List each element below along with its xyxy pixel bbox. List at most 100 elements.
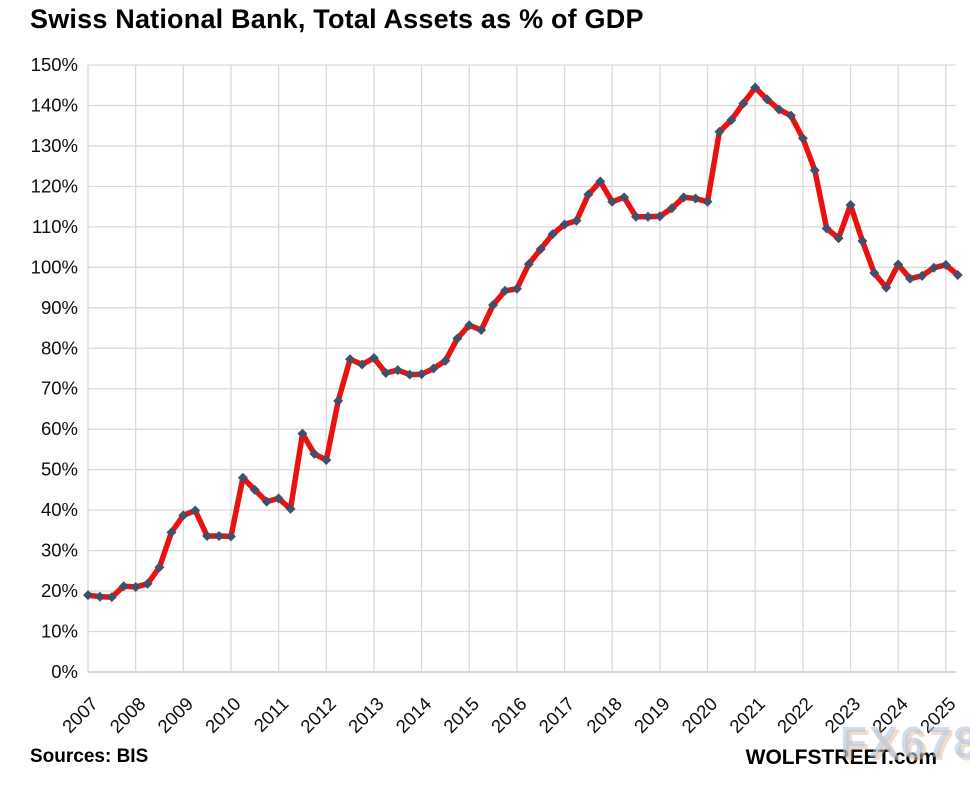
data-point-marker <box>225 531 236 542</box>
chart-title: Swiss National Bank, Total Assets as % o… <box>30 4 644 34</box>
data-point-marker <box>249 484 260 495</box>
data-point-marker <box>809 165 820 176</box>
y-axis-tick-label: 60% <box>41 418 78 439</box>
data-point-marker <box>916 270 927 281</box>
data-point-marker <box>845 200 856 211</box>
data-point-marker <box>523 259 534 270</box>
data-point-marker <box>166 527 177 538</box>
data-point-marker <box>464 320 475 331</box>
y-axis-tick-label: 90% <box>41 297 78 318</box>
data-point-marker <box>309 448 320 459</box>
data-point-marker <box>94 591 105 602</box>
y-axis-tick-label: 0% <box>51 661 78 682</box>
data-point-marker <box>702 196 713 207</box>
data-point-marker <box>738 98 749 109</box>
data-point-marker <box>273 493 284 504</box>
x-axis-tick-label: 2022 <box>773 693 817 737</box>
data-point-marker <box>106 592 117 603</box>
data-point-marker <box>928 262 939 273</box>
data-point-marker <box>666 203 677 214</box>
x-axis-tick-label: 2018 <box>582 693 626 737</box>
data-point-marker <box>142 578 153 589</box>
data-point-marker <box>821 223 832 234</box>
data-point-marker <box>333 395 344 406</box>
data-point-marker <box>690 193 701 204</box>
data-point-marker <box>285 503 296 514</box>
data-point-marker <box>321 454 332 465</box>
x-axis-tick-label: 2019 <box>630 693 674 737</box>
data-point-marker <box>905 273 916 284</box>
data-point-marker <box>940 259 951 270</box>
data-point-marker <box>881 282 892 293</box>
y-axis-tick-label: 50% <box>41 459 78 480</box>
source-label: Sources: BIS <box>30 746 149 767</box>
x-axis-tick-label: 2010 <box>201 693 245 737</box>
data-point-marker <box>428 363 439 374</box>
data-point-marker <box>619 192 630 203</box>
data-point-marker <box>952 270 963 281</box>
y-axis-tick-label: 10% <box>41 621 78 642</box>
data-point-marker <box>678 192 689 203</box>
data-point-marker <box>452 333 463 344</box>
x-axis-tick-label: 2014 <box>391 693 435 737</box>
data-point-marker <box>488 299 499 310</box>
data-point-marker <box>83 590 93 601</box>
data-point-marker <box>654 211 665 222</box>
data-point-marker <box>499 285 510 296</box>
y-axis-tick-label: 20% <box>41 580 78 601</box>
data-point-marker <box>440 355 451 366</box>
data-point-marker <box>237 472 248 483</box>
y-axis-tick-label: 100% <box>31 256 78 277</box>
data-point-marker <box>511 283 522 294</box>
x-axis-tick-label: 2016 <box>487 693 531 737</box>
x-axis-tick-label: 2023 <box>820 693 864 737</box>
x-axis-tick-label: 2011 <box>249 693 292 736</box>
data-point-marker <box>476 325 487 336</box>
data-point-marker <box>178 510 189 521</box>
data-point-marker <box>368 352 379 363</box>
x-axis-tick-label: 2017 <box>534 693 578 737</box>
data-point-marker <box>118 581 129 592</box>
data-point-marker <box>785 110 796 121</box>
data-point-marker <box>559 219 570 230</box>
data-point-marker <box>380 367 391 378</box>
y-axis-tick-label: 30% <box>41 540 78 561</box>
data-point-marker <box>607 196 618 207</box>
x-axis-tick-label: 2020 <box>677 693 721 737</box>
x-axis-tick-label: 2009 <box>153 693 197 737</box>
data-point-marker <box>297 428 308 439</box>
data-point-marker <box>631 211 642 222</box>
y-axis-tick-label: 150% <box>31 54 78 75</box>
x-axis-tick-label: 2013 <box>344 693 388 737</box>
data-point-marker <box>345 354 356 365</box>
data-point-marker <box>714 126 725 137</box>
data-point-marker <box>642 211 653 222</box>
data-point-marker <box>726 115 737 126</box>
y-axis-tick-label: 140% <box>31 94 78 115</box>
data-point-marker <box>202 531 213 542</box>
data-point-marker <box>392 365 403 376</box>
x-axis-tick-label: 2012 <box>296 693 340 737</box>
data-point-marker <box>595 176 606 187</box>
data-point-marker <box>774 104 785 115</box>
x-axis-tick-label: 2024 <box>868 693 912 737</box>
data-point-marker <box>583 189 594 200</box>
data-point-marker <box>261 496 272 507</box>
x-axis-tick-label: 2007 <box>58 693 102 737</box>
data-point-marker <box>797 133 808 144</box>
data-point-marker <box>404 369 415 380</box>
x-axis-tick-label: 2008 <box>106 693 150 737</box>
data-point-marker <box>535 244 546 255</box>
brand-label: WOLFSTREET.com <box>745 746 937 769</box>
x-axis-tick-label: 2025 <box>916 693 960 737</box>
data-point-marker <box>416 369 427 380</box>
x-axis-tick-label: 2015 <box>439 693 483 737</box>
y-axis-tick-label: 110% <box>32 216 78 237</box>
data-point-marker <box>547 229 558 240</box>
x-axis-tick-label: 2021 <box>725 693 769 737</box>
y-axis-tick-label: 40% <box>41 499 78 520</box>
data-point-marker <box>154 562 165 573</box>
data-point-marker <box>869 267 880 278</box>
